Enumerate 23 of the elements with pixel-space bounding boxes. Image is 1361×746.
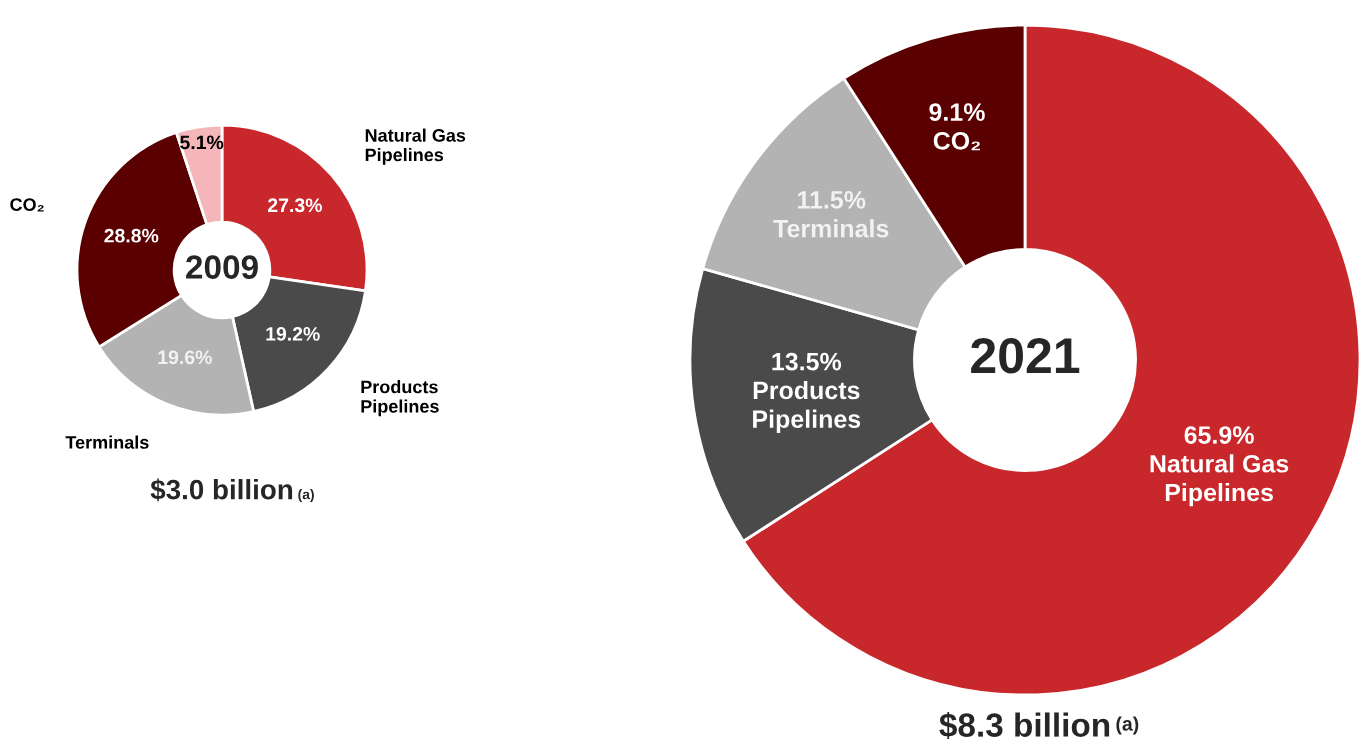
data-label: 27.3%: [268, 198, 322, 213]
slice-label: Products Pipelines: [753, 380, 861, 433]
data-label: 65.9%: [1184, 426, 1254, 444]
data-label: 28.8%: [104, 228, 159, 243]
data-label: 11.5%: [798, 191, 866, 209]
data-label: 13.5%: [772, 352, 842, 371]
slice-label: Terminals: [773, 219, 889, 238]
text: $3.0 billion: [150, 478, 293, 502]
data-label: 5.1%: [180, 135, 224, 150]
text: 2021: [971, 338, 1080, 374]
slice-label: Terminals: [65, 435, 149, 449]
data-label: 9.1%: [929, 103, 985, 121]
slice-label: Natural Gas Pipelines: [1150, 454, 1289, 507]
slice-label: Natural Gas Pipelines: [365, 128, 466, 165]
slice-label: CO₂: [933, 131, 980, 151]
slice-label: Products Pipelines: [361, 380, 439, 417]
data-label: 19.6%: [158, 350, 212, 365]
text: (a): [1116, 716, 1139, 735]
text: $8.3 billion: [939, 711, 1110, 740]
data-label: 19.2%: [266, 327, 320, 341]
text: (a): [298, 489, 314, 503]
slice-label: CO₂: [10, 198, 44, 212]
text: 2009: [186, 255, 258, 279]
